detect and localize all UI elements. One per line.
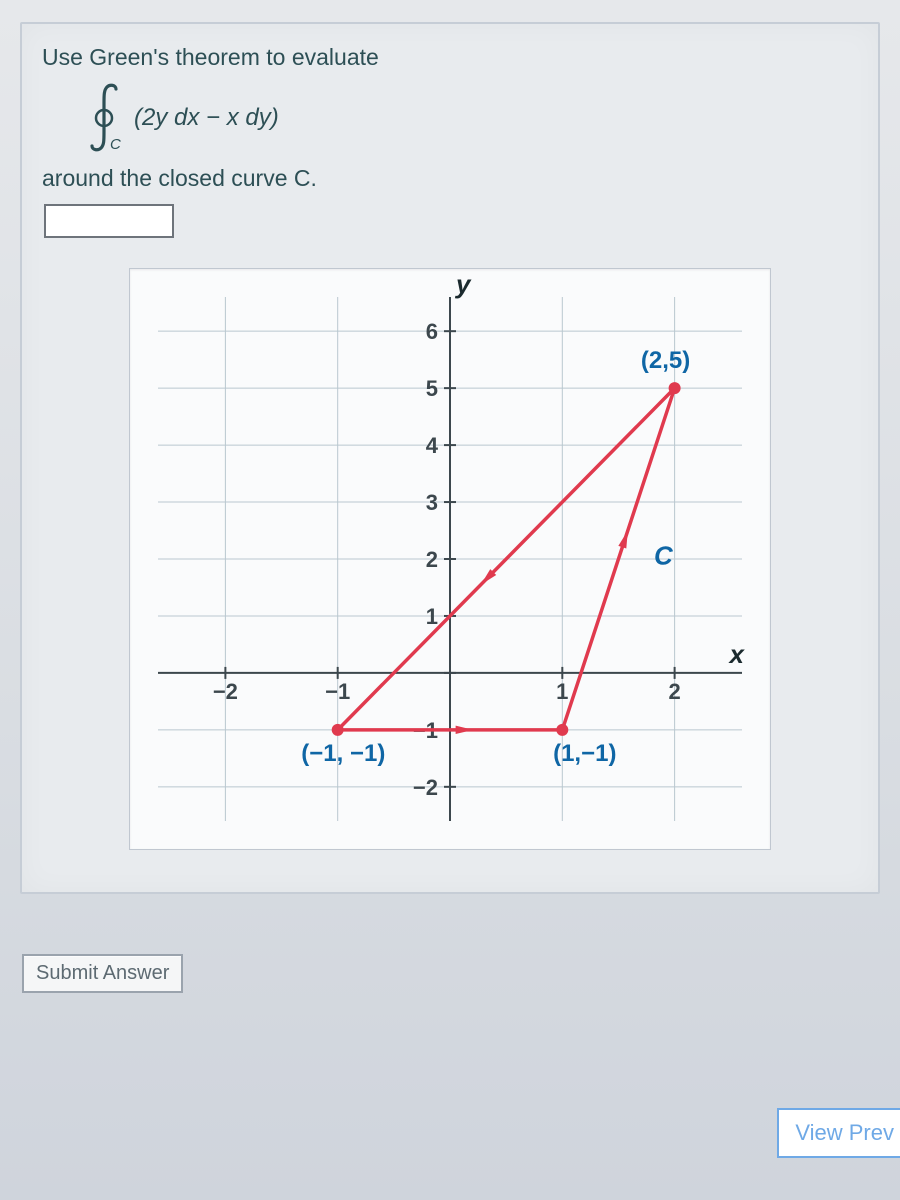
chart-container: −2−112−2−1123456yx(−1, −1)(1,−1)(2,5)C — [129, 268, 771, 850]
screen: Use Green's theorem to evaluate C (2y dx… — [0, 0, 900, 1200]
contour-integral-icon: C — [82, 83, 130, 153]
integrand: (2y dx − x dy) — [134, 104, 279, 132]
x-axis-label: x — [728, 639, 746, 669]
y-tick-label: 6 — [426, 319, 438, 344]
view-previous-button[interactable]: View Prev — [777, 1108, 900, 1158]
y-tick-label: 2 — [426, 547, 438, 572]
y-tick-label: 5 — [426, 376, 438, 401]
x-tick-label: 1 — [556, 679, 568, 704]
vertex-label: (1,−1) — [553, 740, 616, 767]
question-line-2: around the closed curve C. — [42, 163, 858, 194]
y-tick-label: −2 — [413, 775, 438, 800]
integral-subscript: C — [110, 136, 121, 153]
vertex-point — [669, 382, 681, 394]
direction-arrow-icon — [618, 531, 627, 549]
y-tick-label: 4 — [426, 433, 439, 458]
vertex-label: (2,5) — [641, 347, 690, 374]
vertex-label: (−1, −1) — [301, 740, 385, 767]
question-line-1: Use Green's theorem to evaluate — [42, 42, 858, 73]
x-tick-label: −1 — [325, 679, 350, 704]
vertex-point — [556, 724, 568, 736]
x-tick-label: 2 — [668, 679, 680, 704]
submit-answer-button[interactable]: Submit Answer — [22, 954, 183, 993]
curve-label: C — [654, 541, 674, 571]
question-panel: Use Green's theorem to evaluate C (2y dx… — [20, 22, 880, 894]
y-tick-label: 1 — [426, 604, 438, 629]
answer-input[interactable] — [44, 204, 174, 238]
y-tick-label: 3 — [426, 490, 438, 515]
x-tick-label: −2 — [213, 679, 238, 704]
vertex-point — [332, 724, 344, 736]
direction-arrow-icon — [456, 726, 474, 734]
triangle-chart: −2−112−2−1123456yx(−1, −1)(1,−1)(2,5)C — [130, 269, 770, 849]
integral-expression: C (2y dx − x dy) — [82, 83, 858, 153]
y-axis-label: y — [454, 269, 472, 299]
